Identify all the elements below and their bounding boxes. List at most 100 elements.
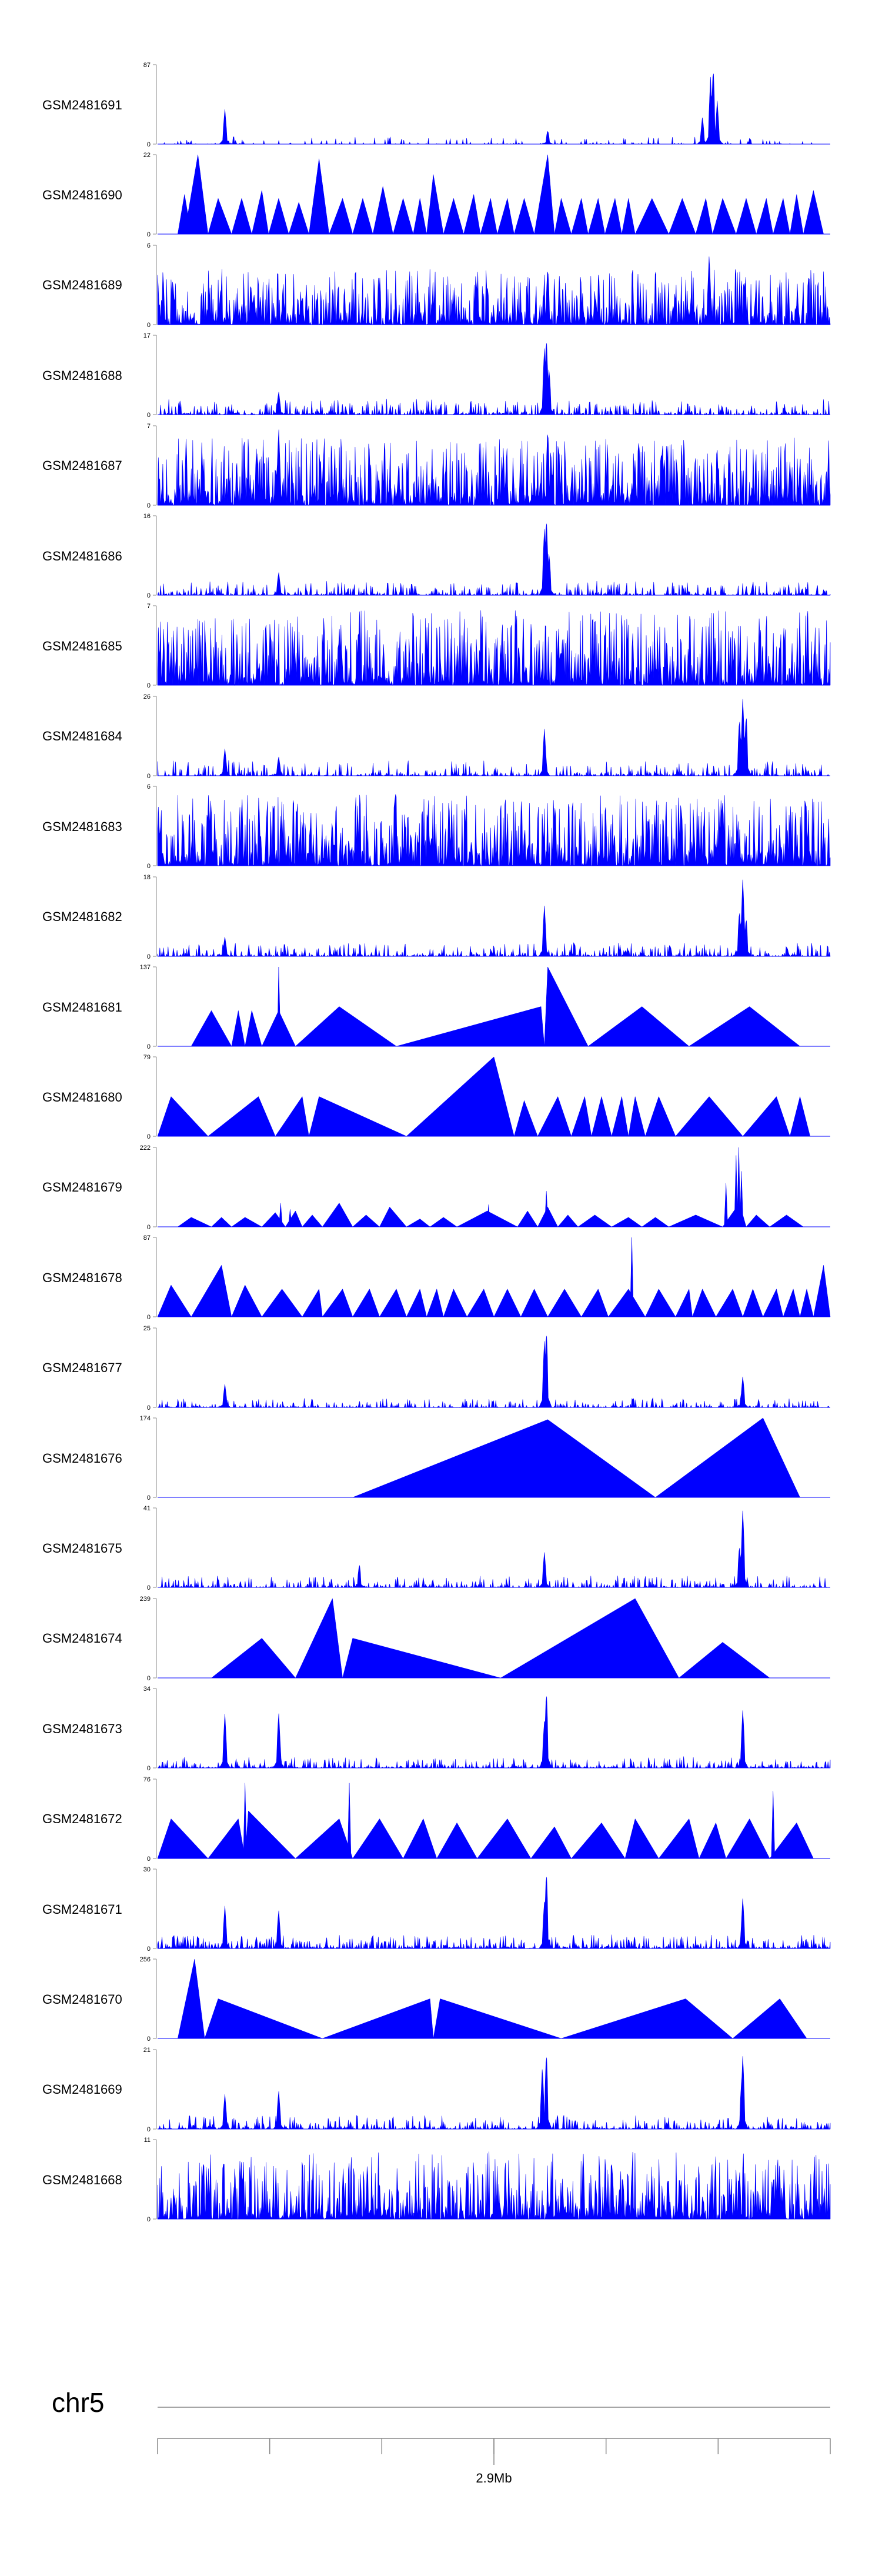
signal-triangle — [426, 175, 444, 235]
signal-triangle — [534, 155, 555, 235]
x-tick-label: 2.9Mb — [476, 2471, 512, 2485]
signal-triangle — [480, 198, 498, 235]
signal-triangle — [500, 1598, 680, 1679]
signal-area — [157, 2056, 831, 2130]
track-label: GSM2481684 — [42, 729, 122, 744]
track-label: GSM2481675 — [42, 1540, 122, 1556]
track: GSM2481683 6 0 — [0, 783, 882, 872]
signal-area — [158, 1336, 830, 1408]
track-plot: 21 0 — [143, 2047, 831, 2133]
signal-spike — [486, 1204, 491, 1227]
signal-triangle — [429, 1217, 457, 1227]
track-plot: 239 0 — [140, 1596, 830, 1682]
y-tick-label-min: 0 — [147, 412, 151, 419]
signal-triangle — [309, 159, 329, 235]
track-plot: 22 0 — [143, 152, 830, 238]
track-label: GSM2481690 — [42, 187, 122, 202]
y-tick-label-max: 11 — [144, 2137, 151, 2144]
signal-area — [157, 429, 831, 506]
signal-triangle — [773, 198, 790, 235]
signal-triangle — [547, 1289, 582, 1317]
signal-spike — [630, 1237, 634, 1317]
axis-svg — [157, 2407, 831, 2465]
y-tick-label-min: 0 — [147, 2036, 151, 2043]
signal-triangle — [379, 1289, 407, 1317]
signal-triangle — [288, 202, 309, 235]
signal-triangle — [322, 1289, 353, 1317]
signal-area — [158, 1511, 830, 1589]
track-plot: 76 0 — [143, 1776, 830, 1863]
signal-triangle — [628, 1096, 646, 1137]
signal-triangle — [231, 1284, 262, 1317]
signal-triangle — [352, 1818, 404, 1858]
y-tick-label-min: 0 — [147, 1856, 151, 1863]
track-plot: 41 0 — [143, 1505, 830, 1591]
signal-triangle — [342, 1637, 501, 1679]
signal-triangle — [191, 1264, 232, 1317]
signal-triangle — [208, 1818, 245, 1858]
y-tick-label-min: 0 — [147, 322, 151, 329]
y-tick-label-min: 0 — [147, 1494, 151, 1501]
track-plot: 26 0 — [143, 693, 830, 780]
signal-area — [158, 343, 830, 416]
signal-triangle — [463, 194, 481, 235]
track-plot: 11 0 — [144, 2137, 831, 2223]
y-tick-label-max: 6 — [147, 783, 151, 790]
signal-triangle — [699, 1822, 727, 1858]
track: GSM2481672 76 0 — [0, 1776, 882, 1865]
signal-triangle — [322, 1998, 434, 2039]
signal-triangle — [554, 198, 572, 235]
y-tick-label-max: 87 — [143, 62, 151, 69]
signal-triangle — [277, 966, 281, 1047]
signal-triangle — [329, 198, 353, 235]
track-label: GSM2481674 — [42, 1631, 122, 1646]
signal-spike — [734, 1155, 739, 1227]
signal-area — [157, 2151, 831, 2220]
signal-triangle — [245, 1010, 262, 1047]
signal-spike — [544, 1191, 549, 1227]
y-tick-label-min: 0 — [147, 231, 151, 238]
signal-triangle — [675, 1096, 743, 1137]
track: GSM2481668 11 0 — [0, 2137, 882, 2225]
track-plot: 137 0 — [140, 964, 830, 1050]
signal-spike — [243, 1783, 247, 1858]
track-label: GSM2481681 — [42, 999, 122, 1015]
signal-triangle — [513, 198, 534, 235]
signal-triangle — [231, 1217, 263, 1227]
signal-triangle — [669, 198, 696, 235]
signal-triangle — [433, 1998, 562, 2039]
signal-triangle — [231, 1010, 246, 1047]
y-tick-label-min: 0 — [147, 141, 151, 148]
signal-triangle — [157, 1818, 209, 1858]
signal-triangle — [302, 1214, 323, 1227]
signal-triangle — [406, 1289, 427, 1317]
track-label: GSM2481687 — [42, 458, 122, 473]
track-label: GSM2481688 — [42, 368, 122, 383]
track-label: GSM2481676 — [42, 1450, 122, 1466]
signal-triangle — [608, 1289, 646, 1317]
track-plot: 60 — [147, 783, 831, 870]
track: GSM2481682 18 0 — [0, 874, 882, 963]
signal-triangle — [732, 1998, 807, 2039]
signal-triangle — [769, 1214, 804, 1227]
signal-spike — [739, 1171, 744, 1227]
signal-triangle — [406, 1218, 431, 1227]
signal-triangle — [295, 1006, 397, 1047]
signal-triangle — [654, 1417, 800, 1498]
signal-triangle — [208, 198, 232, 235]
track-label: GSM2481686 — [42, 548, 122, 563]
y-tick-label-max: 239 — [140, 1596, 151, 1603]
track: GSM2481691 87 0 — [0, 62, 882, 151]
signal-triangle — [309, 1096, 407, 1137]
signal-triangle — [211, 1637, 296, 1679]
signal-area — [157, 879, 831, 957]
signal-triangle — [426, 1289, 444, 1317]
y-tick-label-max: 30 — [143, 1866, 151, 1873]
y-tick-label-min: 0 — [147, 682, 151, 689]
track-label: GSM2481682 — [42, 909, 122, 925]
signal-triangle — [251, 191, 269, 235]
signal-triangle — [645, 1096, 676, 1137]
y-tick-label-min: 0 — [147, 863, 151, 870]
track-label: GSM2481677 — [42, 1360, 122, 1376]
